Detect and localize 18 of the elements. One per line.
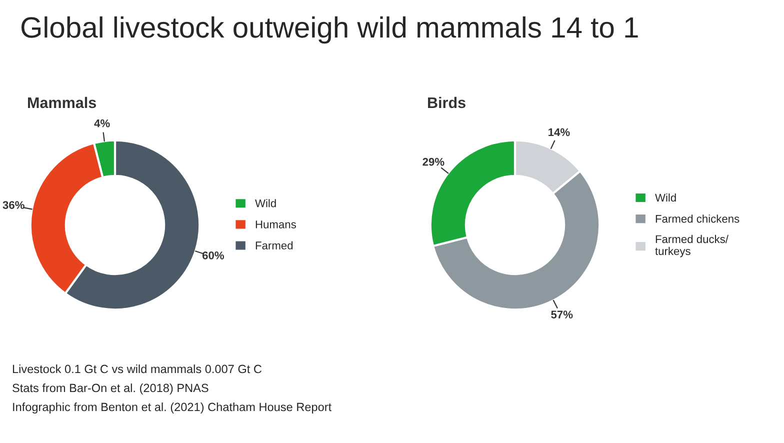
data-label: 4% [94,119,110,128]
legend-label: Wild [255,199,276,208]
chart-subtitle: Mammals [28,96,96,108]
data-label: 60% [202,251,224,260]
text: Livestock 0.1 Gt C vs wild mammals 0.007 Gt C [12,364,262,374]
chart-title: Birds [428,96,466,108]
chart-title: Global livestock outweigh wild mammals 14 to 1 [21,16,638,44]
legend-label: Farmed [256,241,293,250]
data-label: 36% [2,201,24,209]
data-label: 29% [422,158,444,166]
legend-label: Farmed ducks/ turkeys [655,234,728,258]
legend-label: Wild [655,193,676,202]
data-label: 57% [551,310,573,318]
legend-label: Humans [256,220,296,228]
legend-label: Farmed chickens [656,214,740,223]
data-label: 14% [548,128,570,136]
text: Stats from Bar-On et al. (2018) PNAS [12,383,208,394]
text: Infographic from Benton et al. (2021) Chatham House Report [13,402,332,414]
